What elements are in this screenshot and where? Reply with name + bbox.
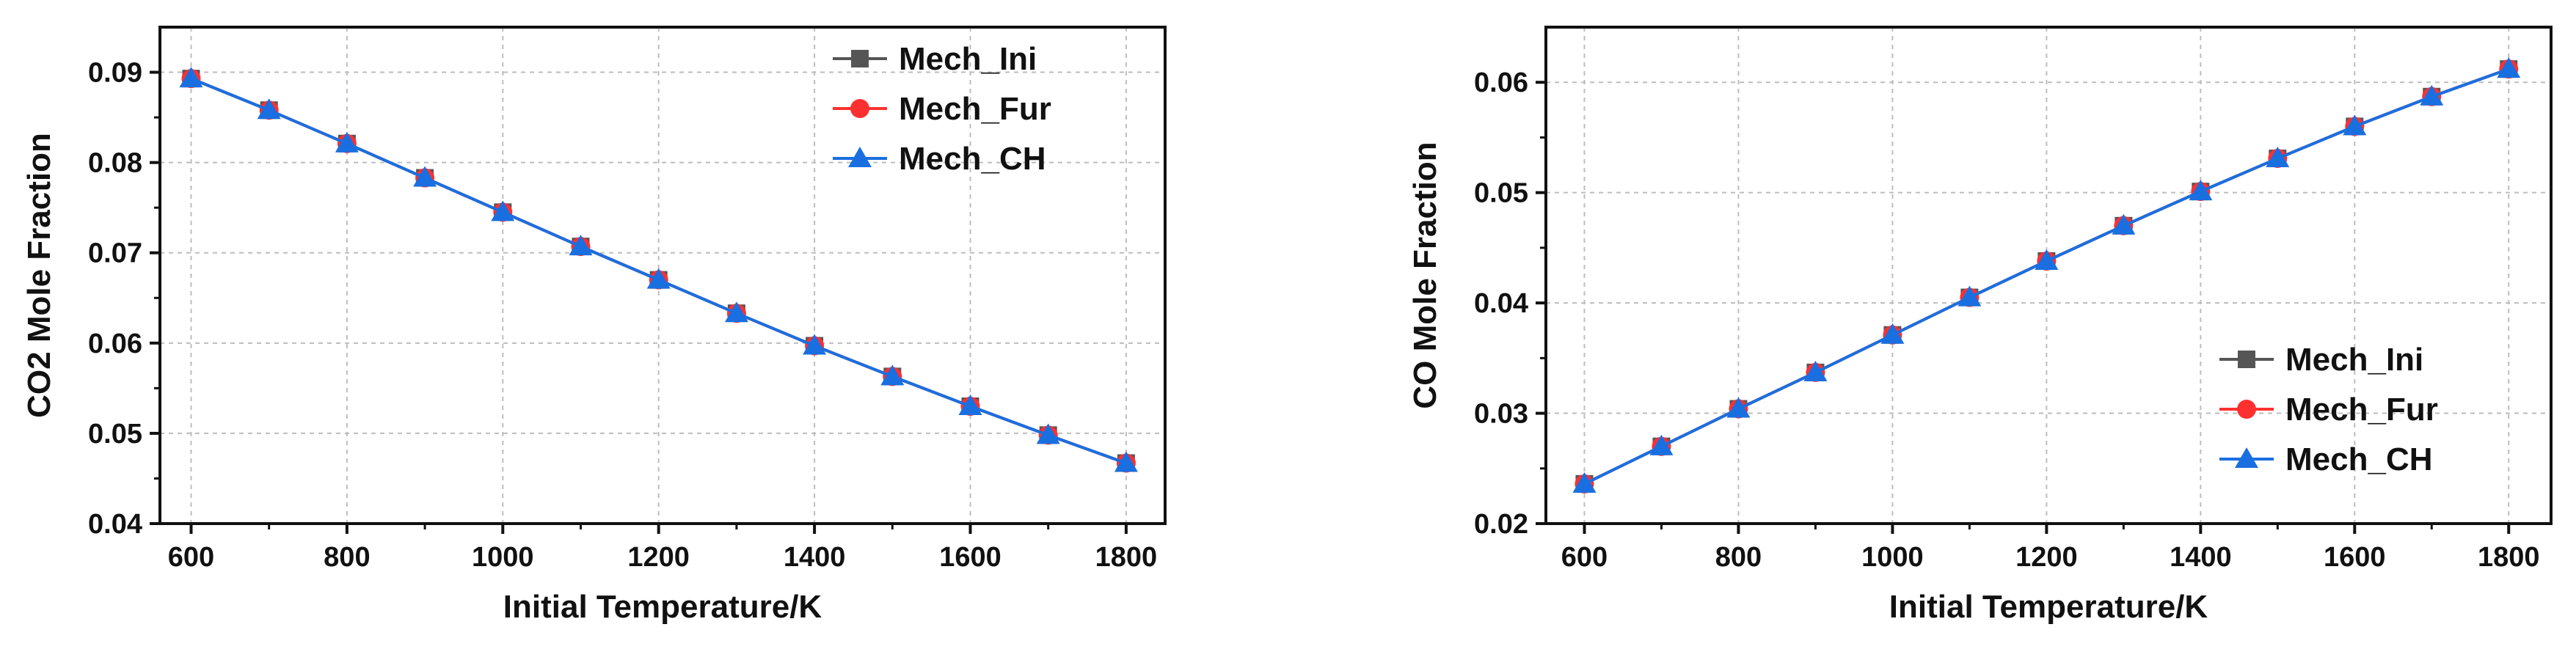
legend-label: Mech_Fur (2285, 392, 2438, 428)
x-tick-label: 1000 (472, 542, 534, 573)
legend: Mech_Ini Mech_Fur Mech_CH (2219, 342, 2438, 477)
data-point (2420, 84, 2444, 106)
data-point (1726, 397, 1751, 418)
legend-entry-mech_ch: Mech_CH (833, 141, 1046, 177)
y-tick-label: 0.07 (88, 238, 142, 269)
x-tick-label: 1000 (1861, 542, 1924, 573)
x-tick-label: 1600 (2324, 542, 2386, 573)
chart-1: 600 800 1000 1200 1400 1600 1800 0.04 0.05 0.06 0.… (21, 26, 1167, 625)
y-tick-label: 0.04 (88, 509, 142, 540)
legend-label: Mech_Ini (2285, 342, 2423, 378)
data-point (2035, 249, 2059, 270)
legend-entry-mech_fur: Mech_Fur (833, 91, 1051, 127)
data-point (491, 200, 515, 221)
data-point (803, 334, 827, 355)
y-axis-title: CO2 Mole Fraction (21, 133, 57, 418)
legend-marker (848, 147, 872, 167)
y-tick-label: 0.02 (1474, 509, 1528, 540)
legend-marker (2235, 447, 2258, 468)
legend-marker (2238, 351, 2255, 368)
x-tick-label: 1200 (2015, 542, 2078, 573)
x-tick-label: 1600 (939, 542, 1001, 573)
x-tick-label: 1800 (2478, 542, 2540, 573)
data-point (1803, 360, 1828, 381)
x-tick-label: 1200 (627, 542, 690, 573)
legend-label: Mech_Ini (899, 41, 1037, 77)
x-tick-label: 1400 (2170, 542, 2232, 573)
data-point (2266, 147, 2290, 168)
data-point (880, 364, 905, 386)
chart-2: 600 800 1000 1200 1400 1600 1800 0.02 0.03 0.04 0.… (1407, 26, 2553, 625)
data-point (2343, 114, 2367, 136)
y-tick-label: 0.08 (88, 148, 142, 179)
y-tick-label: 0.09 (88, 58, 142, 89)
data-point (958, 394, 982, 415)
data-point (179, 67, 203, 88)
x-tick-label: 800 (324, 542, 370, 573)
series-mech_ch (1572, 57, 2521, 493)
y-tick-label: 0.03 (1474, 399, 1528, 430)
grid (160, 27, 1165, 524)
x-axis-title: Initial Temperature/K (1889, 589, 2208, 625)
data-point (1649, 434, 1674, 455)
x-tick-label: 1800 (1095, 542, 1158, 573)
legend-label: Mech_CH (2285, 441, 2433, 477)
data-point (2497, 57, 2521, 78)
legend-marker (850, 99, 869, 118)
x-axis-title: Initial Temperature/K (503, 589, 822, 625)
x-tick-label: 600 (1561, 542, 1608, 573)
data-point (1036, 423, 1060, 444)
data-point (646, 268, 671, 289)
y-tick-label: 0.04 (1474, 288, 1528, 319)
y-tick-label: 0.05 (1474, 178, 1528, 209)
legend-marker (2237, 400, 2256, 419)
data-point (413, 166, 437, 187)
y-tick-label: 0.06 (88, 329, 142, 359)
legend-entry-mech_ini: Mech_Ini (2219, 342, 2423, 378)
y-tick-label: 0.05 (88, 419, 142, 450)
data-point (724, 301, 748, 323)
legend-marker (851, 50, 869, 67)
y-tick-label: 0.06 (1474, 67, 1528, 98)
legend-label: Mech_CH (899, 141, 1046, 177)
plot-frame (158, 26, 1167, 525)
legend: Mech_Ini Mech_Fur Mech_CH (833, 41, 1051, 177)
legend-label: Mech_Fur (899, 91, 1051, 127)
data-point (569, 235, 593, 256)
data-point (2112, 213, 2136, 235)
legend-entry-mech_ch: Mech_CH (2219, 441, 2433, 477)
data-point (257, 98, 281, 120)
data-point (335, 131, 359, 153)
data-point (2189, 180, 2213, 201)
data-point (1114, 451, 1138, 472)
data-point (1880, 323, 1905, 344)
series-mech_ch (179, 67, 1138, 472)
legend-entry-mech_ini: Mech_Ini (833, 41, 1037, 77)
y-axis-title: CO Mole Fraction (1407, 142, 1443, 408)
x-tick-label: 1400 (784, 542, 846, 573)
x-tick-label: 800 (1715, 542, 1762, 573)
data-point (1957, 285, 1982, 307)
x-tick-label: 600 (168, 542, 214, 573)
legend-entry-mech_fur: Mech_Fur (2219, 392, 2438, 428)
plot-frame (1544, 26, 2553, 525)
data-point (1572, 472, 1597, 493)
